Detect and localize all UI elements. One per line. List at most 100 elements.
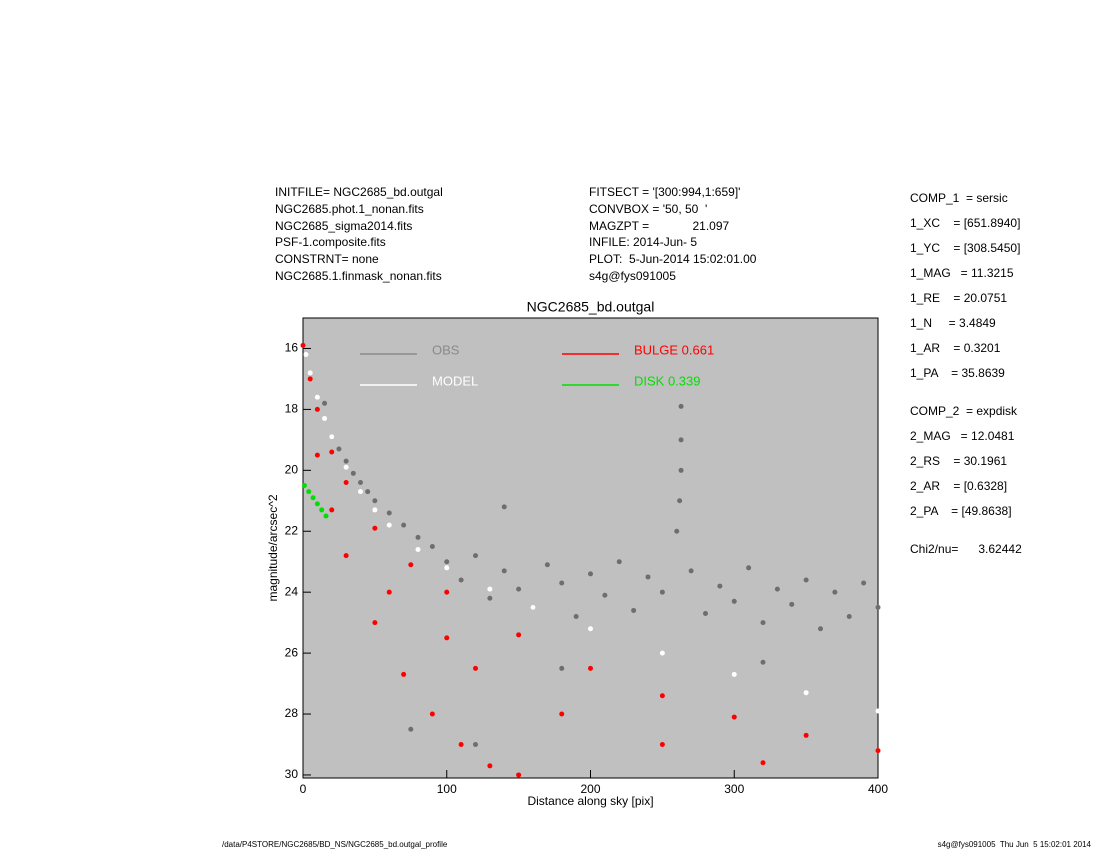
point — [329, 434, 335, 440]
point — [501, 504, 507, 510]
parameter-line: COMP_2 = expdisk — [910, 404, 1018, 418]
y-tick-label: 30 — [285, 767, 299, 781]
point — [429, 711, 435, 717]
point — [444, 559, 450, 565]
point — [803, 577, 809, 583]
point — [731, 598, 737, 604]
point — [429, 543, 435, 549]
point — [314, 452, 320, 458]
point — [314, 406, 320, 412]
parameter-line: 1_XC = [651.8940] — [910, 216, 1021, 230]
point — [832, 589, 838, 595]
parameter-line: 1_PA = 35.8639 — [910, 366, 1005, 380]
point — [487, 595, 493, 601]
point — [703, 610, 708, 616]
y-tick-label: 24 — [285, 584, 299, 598]
point — [678, 467, 684, 473]
point — [674, 528, 680, 534]
point — [323, 513, 329, 519]
point — [487, 763, 493, 769]
point — [358, 480, 363, 486]
point — [458, 577, 464, 583]
point — [516, 632, 522, 638]
point — [631, 607, 637, 613]
point — [444, 565, 450, 571]
point — [301, 483, 307, 489]
point — [688, 568, 694, 574]
chart-title: NGC2685_bd.outgal — [527, 299, 655, 315]
point — [875, 604, 881, 610]
point — [588, 626, 593, 632]
point — [372, 525, 378, 531]
parameter-line: 1_MAG = 11.3215 — [910, 266, 1014, 280]
point — [401, 522, 407, 528]
parameter-line: 1_N = 3.4849 — [910, 316, 996, 330]
point — [559, 711, 565, 717]
point — [444, 635, 450, 641]
point — [303, 352, 309, 358]
point — [760, 659, 766, 665]
parameter-group: COMP_2 = expdisk 2_MAG = 12.0481 2_RS = 30… — [910, 399, 1022, 524]
point — [645, 574, 651, 580]
point — [717, 583, 723, 589]
x-tick-label: 300 — [724, 782, 744, 796]
point — [415, 534, 421, 540]
y-tick-label: 28 — [285, 706, 299, 720]
header-line: CONSTRNT= none — [275, 252, 379, 267]
point — [322, 416, 328, 422]
parameter-group: Chi2/nu= 3.62442 — [910, 537, 1022, 562]
y-tick-label: 16 — [285, 341, 299, 355]
x-tick-label: 100 — [437, 782, 457, 796]
point — [678, 403, 684, 409]
header-line: MAGZPT = 21.097 — [589, 218, 730, 233]
point — [875, 748, 881, 754]
parameter-line: 2_AR = [0.6328] — [910, 479, 1008, 493]
point — [846, 614, 852, 620]
point — [365, 489, 371, 495]
parameter-line: 1_AR = 0.3201 — [910, 341, 1001, 355]
point — [588, 665, 593, 671]
legend-label: BULGE 0.661 — [634, 342, 714, 357]
point — [602, 592, 608, 598]
x-tick-label: 0 — [300, 782, 307, 796]
point — [372, 620, 378, 626]
header-line: NGC2685_sigma2014.fits — [275, 218, 413, 233]
point — [677, 498, 683, 504]
header-middle: FITSECT = '[300:994,1:659]' CONVBOX = '50… — [589, 184, 756, 285]
point — [329, 507, 335, 513]
footer-right: s4g@fys091005 Thu Jun 5 15:02:01 2014 — [937, 840, 1091, 849]
header-line: NGC2685.phot.1_nonan.fits — [275, 201, 424, 216]
parameters: COMP_1 = sersic 1_XC = [651.8940] 1_YC = [… — [910, 186, 1022, 575]
y-tick-label: 26 — [285, 645, 299, 659]
point — [774, 586, 780, 592]
point — [616, 559, 622, 565]
legend-label: OBS — [432, 342, 460, 357]
point — [516, 772, 522, 778]
footer-left: /data/P4STORE/NGC2685/BD_NS/NGC2685_bd.o… — [222, 840, 448, 849]
point — [401, 671, 407, 677]
point — [760, 760, 766, 766]
point — [314, 501, 320, 507]
point — [336, 446, 342, 452]
point — [659, 693, 665, 699]
header-line: PLOT: 5-Jun-2014 15:02:01.00 — [589, 252, 757, 267]
point — [588, 571, 593, 577]
header-line: INFILE: 2014-Jun- 5 — [589, 235, 698, 250]
point — [818, 626, 823, 632]
point — [875, 708, 881, 714]
point — [530, 604, 536, 610]
point — [343, 480, 349, 486]
parameter-line: 2_MAG = 12.0481 — [910, 429, 1015, 443]
point — [803, 690, 809, 696]
parameter-line: COMP_1 = sersic — [910, 191, 1008, 205]
header-line: INITFILE= NGC2685_bd.outgal — [275, 185, 443, 199]
header-line: PSF-1.composite.fits — [275, 235, 386, 250]
point — [861, 580, 867, 586]
point — [659, 741, 665, 747]
point — [322, 400, 328, 406]
point — [544, 562, 550, 568]
point — [559, 665, 565, 671]
point — [473, 553, 478, 559]
point — [559, 580, 565, 586]
point — [343, 553, 349, 559]
